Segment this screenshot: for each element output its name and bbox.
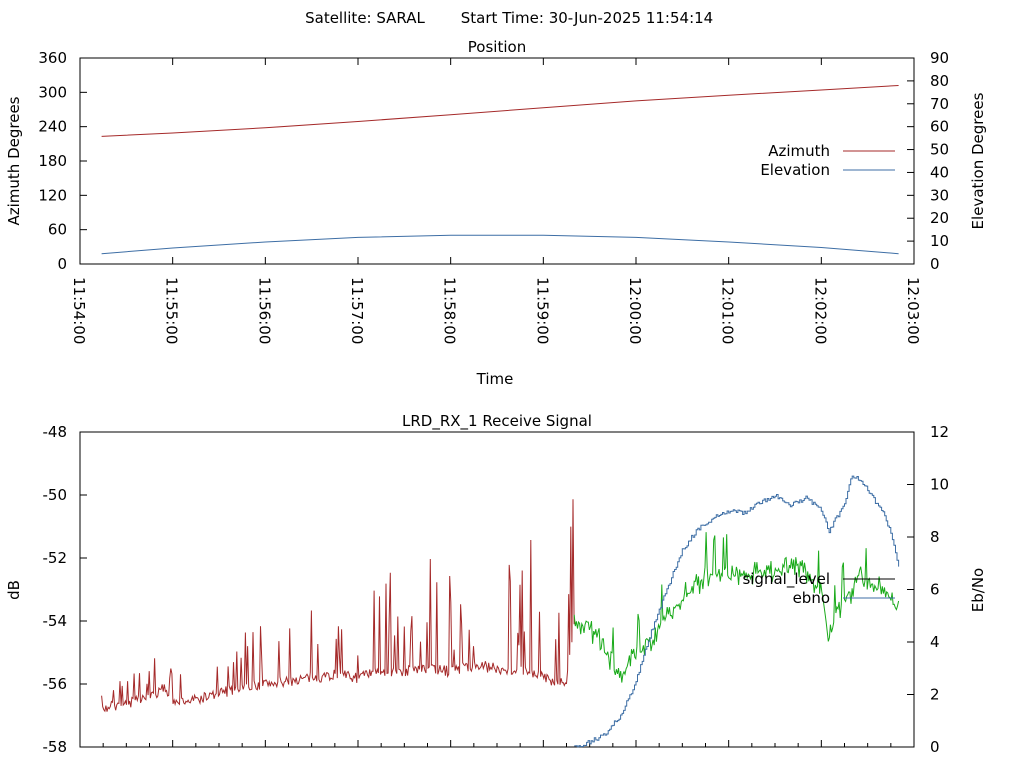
time-axis: 11:54:00 11:55:00 11:56:00 11:57:00 11:58:00… [70,58,922,344]
y-tick-label: -56 [43,675,68,693]
y2-tick-label: 40 [930,163,949,181]
ebno-axis: 0 2 4 6 8 10 12 [907,423,949,756]
elevation-axis: 0 10 20 30 40 50 60 70 80 90 [907,49,949,273]
y2-tick-label: 50 [930,141,949,159]
y2-tick-label: 90 [930,49,949,67]
x-tick-label: 12:02:00 [811,277,829,344]
signal-level-line-locked [573,532,900,683]
x-tick-label: 11:58:00 [441,277,459,344]
legend-label-azimuth: Azimuth [768,142,830,160]
time-axis-title: Time [476,370,514,388]
ebno-axis-title: Eb/No [969,568,987,612]
y2-tick-label: 12 [930,423,949,441]
series-line-elevation [101,234,899,255]
y2-tick-label: 80 [930,72,949,90]
signal-chart: LRD_RX_1 Receive Signal -58-56-54-52-50-… [5,412,987,756]
x-tick-label: 11:57:00 [348,277,366,344]
legend-label-elevation: Elevation [760,161,830,179]
y2-tick-label: 0 [930,255,940,273]
azimuth-axis-title: Azimuth Degrees [5,96,23,225]
y-tick-label: 180 [38,152,67,170]
position-legend: Azimuth Elevation [760,142,895,179]
y2-tick-label: 0 [930,738,940,756]
series-line-azimuth [101,85,899,137]
y-tick-label: 360 [38,49,67,67]
satellite-label: Satellite: SARAL [305,9,425,27]
y-tick-label: 0 [57,255,67,273]
db-axis-title: dB [5,580,23,600]
y2-tick-label: 4 [930,633,940,651]
elevation-axis-title: Elevation Degrees [969,92,987,229]
signal-legend: signal_level ebno [742,570,895,607]
x-tick-label: 11:55:00 [163,277,181,344]
x-tick-label: 11:59:00 [533,277,551,344]
y-tick-label: -50 [43,486,68,504]
signal-plot-frame [79,431,915,748]
x-tick-label: 12:00:00 [626,277,644,344]
position-chart-title: Position [468,38,526,56]
y-tick-label: 240 [38,118,67,136]
y-tick-label: -58 [43,738,68,756]
y2-tick-label: 70 [930,95,949,113]
x-tick-label: 11:54:00 [70,277,88,344]
y-tick-label: -52 [43,549,68,567]
x-tick-label: 11:56:00 [255,277,273,344]
y2-tick-label: 10 [930,476,949,494]
y2-tick-label: 10 [930,232,949,250]
y-tick-label: -48 [43,423,68,441]
legend-label-ebno: ebno [793,589,830,607]
position-series [101,85,899,255]
azimuth-axis: 0 60 120 180 240 300 360 [38,49,87,273]
y2-tick-label: 30 [930,186,949,204]
ebno-line [574,475,900,748]
signal-level-line-acquire [101,499,575,713]
y2-tick-label: 8 [930,528,940,546]
position-chart: Position 0 60 120 180 240 300 360 0 10 20 30 40 50 6… [5,38,987,388]
y2-tick-label: 60 [930,118,949,136]
y-tick-label: 120 [38,186,67,204]
signal-time-axis [79,740,915,747]
y-tick-label: 300 [38,83,67,101]
x-tick-label: 12:03:00 [904,277,922,344]
legend-label-signal-level: signal_level [742,570,830,589]
x-tick-label: 12:01:00 [719,277,737,344]
y2-tick-label: 6 [930,581,940,599]
y2-tick-label: 2 [930,686,940,704]
signal-chart-title: LRD_RX_1 Receive Signal [402,412,592,431]
y2-tick-label: 20 [930,209,949,227]
y-tick-label: 60 [48,221,67,239]
signal-series [101,475,900,748]
db-axis: -58 -56 -54 -52 -50 -48 [43,423,87,756]
y-tick-label: -54 [43,612,68,630]
start-time-label: Start Time: 30-Jun-2025 11:54:14 [461,9,713,27]
